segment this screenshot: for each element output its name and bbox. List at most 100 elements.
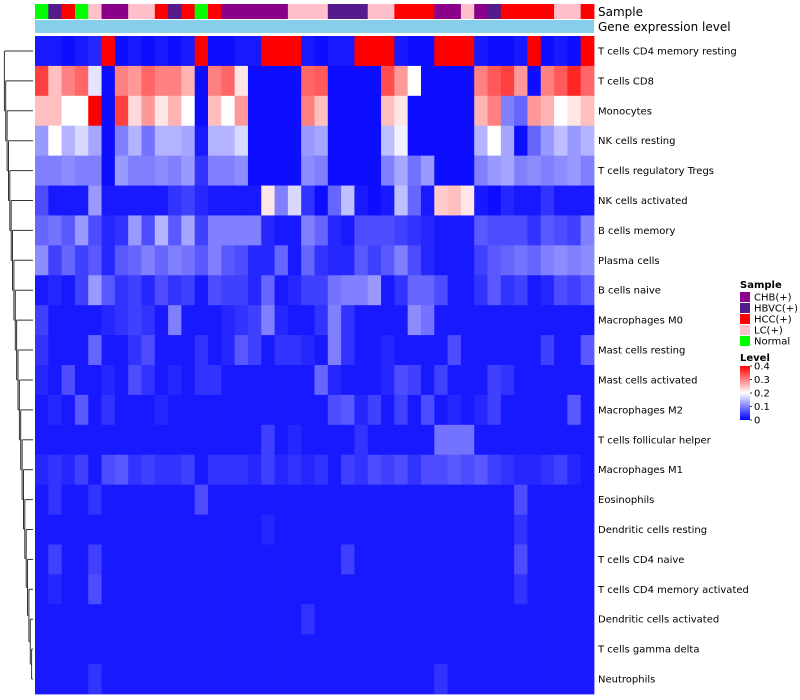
- heatmap-cell: [554, 305, 568, 336]
- legend: Sample CHB(+)HBVC(+)HCC(+)LC(+)Normal Le…: [740, 280, 798, 427]
- heatmap-cell: [354, 36, 369, 67]
- heatmap-cell: [567, 185, 582, 216]
- heatmap-cell: [327, 454, 342, 486]
- heatmap-cell: [407, 454, 422, 486]
- heatmap-cell: [208, 454, 222, 486]
- heatmap-cell: [514, 185, 528, 216]
- heatmap-cell: [420, 275, 435, 306]
- row-label: T cells gamma delta: [597, 645, 699, 656]
- sample-annotation-cell: [540, 4, 555, 19]
- row-label: NK cells resting: [598, 136, 675, 147]
- heatmap-cell: [301, 155, 315, 186]
- heatmap-cell: [500, 275, 515, 306]
- heatmap-cell: [527, 604, 542, 635]
- heatmap-cell: [554, 125, 568, 157]
- heatmap-cell: [341, 125, 355, 157]
- heatmap-cell: [274, 245, 289, 276]
- heatmap-cell: [114, 484, 129, 515]
- heatmap-cell: [287, 65, 302, 97]
- heatmap-cell: [61, 335, 76, 366]
- heatmap-cell: [420, 65, 435, 97]
- heatmap-cell: [554, 155, 568, 186]
- heatmap-cell: [74, 604, 89, 635]
- heatmap-cell: [48, 574, 63, 605]
- heatmap-cell: [114, 65, 129, 97]
- legend-level-tick-label: 0.3: [754, 375, 770, 386]
- heatmap-cell: [354, 215, 369, 246]
- heatmap-cell: [447, 664, 462, 695]
- heatmap-cell: [407, 65, 422, 97]
- heatmap-cell: [141, 65, 156, 97]
- heatmap-cell: [181, 185, 196, 216]
- heatmap-cell: [261, 544, 275, 575]
- legend-level-tick-label: 0.1: [754, 402, 770, 413]
- heatmap-cell: [247, 484, 262, 515]
- heatmap-cell: [434, 335, 448, 366]
- heatmap-cell: [208, 365, 222, 396]
- heatmap-cell: [141, 155, 156, 186]
- heatmap-cell: [114, 335, 129, 366]
- heatmap-cell: [460, 155, 475, 186]
- legend-level-tick-label: 0.2: [754, 389, 770, 400]
- heatmap-cell: [208, 155, 222, 186]
- heatmap-cell: [194, 95, 209, 127]
- heatmap-cell: [540, 335, 555, 366]
- heatmap-cell: [301, 544, 315, 575]
- heatmap-cell: [540, 454, 555, 486]
- heatmap-cell: [420, 484, 435, 515]
- heatmap-cell: [407, 335, 422, 366]
- heatmap-cell: [234, 634, 249, 665]
- heatmap-cell: [434, 155, 448, 186]
- heatmap-cell: [381, 424, 395, 456]
- heatmap-cell: [314, 365, 329, 396]
- heatmap-cell: [35, 365, 49, 396]
- heatmap-cell: [447, 335, 462, 366]
- heatmap-cell: [181, 275, 196, 306]
- heatmap-cell: [287, 484, 302, 515]
- heatmap-cell: [407, 365, 422, 396]
- heatmap-cell: [420, 185, 435, 216]
- heatmap-cell: [554, 245, 568, 276]
- heatmap-cell: [327, 424, 342, 456]
- heatmap-cell: [567, 365, 582, 396]
- heatmap-cell: [101, 514, 116, 545]
- heatmap-cell: [434, 36, 448, 67]
- heatmap-cell: [314, 514, 329, 545]
- heatmap-cell: [181, 394, 196, 426]
- heatmap-cell: [154, 125, 169, 157]
- heatmap-cell: [35, 514, 49, 545]
- heatmap-cell: [487, 36, 502, 67]
- heatmap-cell: [194, 65, 209, 97]
- heatmap-cell: [540, 245, 555, 276]
- sample-annotation-cell: [35, 4, 49, 19]
- heatmap-cell: [527, 305, 542, 336]
- heatmap-cell: [101, 394, 116, 426]
- heatmap-cell: [221, 305, 236, 336]
- heatmap-cell: [420, 36, 435, 67]
- heatmap-cell: [367, 275, 382, 306]
- heatmap-cell: [261, 305, 275, 336]
- sample-annotation-cell: [474, 4, 488, 19]
- sample-annotation-cell: [208, 4, 222, 19]
- heatmap-cell: [128, 155, 142, 186]
- heatmap-cell: [527, 65, 542, 97]
- heatmap-cell: [128, 424, 142, 456]
- legend-sample-entries: CHB(+)HBVC(+)HCC(+)LC(+)Normal: [740, 292, 798, 348]
- heatmap-cell: [128, 544, 142, 575]
- heatmap-cell: [567, 574, 582, 605]
- heatmap-cell: [314, 155, 329, 186]
- heatmap-cell: [61, 664, 76, 695]
- heatmap-cell: [514, 155, 528, 186]
- heatmap-cell: [500, 215, 515, 246]
- sample-annotation-cell: [168, 4, 182, 19]
- heatmap-cell: [154, 574, 169, 605]
- sample-annotation-cell: [141, 4, 156, 19]
- heatmap-cell: [48, 125, 63, 157]
- heatmap-cell: [514, 305, 528, 336]
- sample-annotation-cell: [327, 4, 342, 19]
- heatmap-cell: [48, 454, 63, 486]
- heatmap-cell: [154, 664, 169, 695]
- heatmap-cell: [208, 305, 222, 336]
- heatmap-cell: [61, 275, 76, 306]
- heatmap-cell: [434, 125, 448, 157]
